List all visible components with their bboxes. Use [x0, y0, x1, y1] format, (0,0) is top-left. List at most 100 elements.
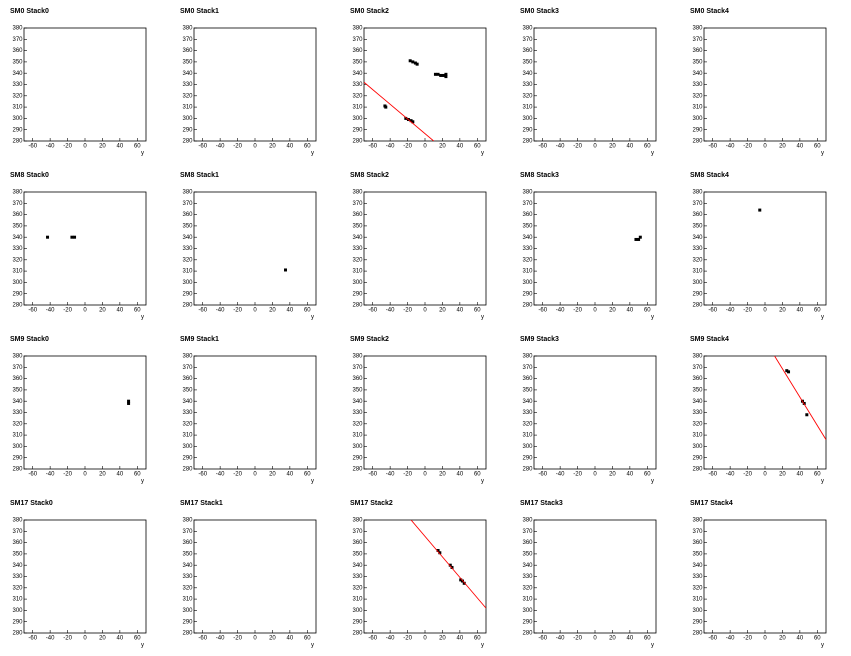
x-tick-label: 60	[304, 636, 311, 642]
y-tick-label: 300	[692, 280, 703, 286]
y-tick-label: 310	[182, 269, 193, 275]
y-tick-label: 340	[182, 235, 193, 241]
x-tick-label: 60	[304, 308, 311, 314]
y-tick-label: 300	[182, 116, 193, 122]
x-tick-label: 20	[609, 144, 616, 150]
x-tick-label: -20	[403, 472, 412, 478]
y-tick-label: 320	[692, 257, 703, 263]
x-tick-label: 20	[439, 472, 446, 478]
x-tick-label: -40	[46, 472, 55, 478]
y-tick-label: 300	[692, 444, 703, 450]
x-tick-label: -40	[46, 308, 55, 314]
y-tick-label: 320	[692, 585, 703, 591]
y-tick-label: 340	[522, 235, 533, 241]
y-tick-label: 280	[522, 467, 533, 473]
x-tick-label: -60	[198, 472, 207, 478]
y-tick-label: 360	[522, 212, 533, 218]
y-tick-label: 290	[522, 455, 533, 461]
panel: SM0 Stack4 280 290 300 310 320 330 340 350 360 370…	[690, 8, 827, 157]
point	[462, 581, 466, 585]
x-tick-label: 20	[609, 472, 616, 478]
point	[638, 235, 642, 239]
x-tick-label: 0	[763, 472, 767, 478]
y-tick-label: 310	[522, 433, 533, 439]
x-tick-label: -20	[573, 144, 582, 150]
x-tick-label: -60	[198, 308, 207, 314]
y-tick-label: 310	[182, 105, 193, 111]
plot-frame	[703, 519, 827, 634]
x-tick-label: 0	[423, 472, 427, 478]
x-tick-label: 60	[814, 636, 821, 642]
y-tick-label: 360	[182, 540, 193, 546]
y-tick-label: 360	[12, 540, 23, 546]
x-tick-label: -60	[708, 636, 717, 642]
x-tick-label: 20	[99, 144, 106, 150]
x-tick-label: -60	[368, 636, 377, 642]
y-tick-label: 380	[182, 518, 193, 524]
x-tick-label: 0	[83, 308, 87, 314]
x-tick-label: -20	[233, 144, 242, 150]
y-tick-label: 280	[12, 303, 23, 309]
x-tick-label: 40	[457, 144, 464, 150]
y-tick-label: 370	[692, 37, 703, 43]
x-tick-label: -40	[726, 472, 735, 478]
y-tick-label: 360	[692, 376, 703, 382]
panel: SM9 Stack2 280 290 300 310 320 330 340 350 360 370…	[350, 336, 487, 485]
y-tick-label: 310	[522, 105, 533, 111]
y-tick-label: 310	[12, 433, 23, 439]
y-tick-label: 350	[352, 223, 363, 229]
panel: SM9 Stack3 280 290 300 310 320 330 340 350 360 370…	[520, 336, 657, 485]
x-tick-label: -60	[28, 144, 37, 150]
x-tick-label: 20	[779, 472, 786, 478]
panel-title: SM8 Stack4	[690, 172, 729, 179]
y-tick-label: 330	[522, 574, 533, 580]
y-tick-label: 380	[522, 190, 533, 196]
panel-title: SM17 Stack2	[350, 500, 393, 507]
x-tick-label: 20	[439, 308, 446, 314]
x-tick-label: 0	[763, 144, 767, 150]
y-tick-label: 370	[692, 529, 703, 535]
y-tick-label: 370	[522, 37, 533, 43]
x-tick-label: 0	[253, 472, 257, 478]
y-tick-label: 310	[692, 433, 703, 439]
y-tick-label: 310	[352, 105, 363, 111]
y-tick-label: 380	[692, 518, 703, 524]
x-tick-label: -40	[556, 144, 565, 150]
y-tick-label: 280	[352, 139, 363, 145]
y-tick-label: 350	[692, 223, 703, 229]
y-tick-label: 340	[182, 563, 193, 569]
x-tick-label: -20	[743, 472, 752, 478]
y-tick-label: 360	[522, 540, 533, 546]
y-tick-label: 340	[352, 235, 363, 241]
x-tick-label: -40	[216, 144, 225, 150]
y-tick-label: 340	[522, 563, 533, 569]
x-tick-label: 40	[287, 636, 294, 642]
y-tick-label: 340	[182, 71, 193, 77]
point	[409, 119, 413, 123]
panel: SM0 Stack3 280 290 300 310 320 330 340 350 360 370…	[520, 8, 657, 157]
x-tick-label: 20	[269, 472, 276, 478]
panel: SM0 Stack0 280 290 300 310 320 330 340 350 360 370…	[10, 8, 147, 157]
x-tick-label: -40	[726, 636, 735, 642]
y-tick-label: 380	[182, 190, 193, 196]
y-tick-label: 280	[352, 303, 363, 309]
y-tick-label: 350	[352, 387, 363, 393]
x-tick-label: -20	[233, 636, 242, 642]
plot-frame	[363, 355, 487, 470]
y-tick-label: 360	[522, 376, 533, 382]
point	[73, 235, 77, 239]
y-tick-label: 380	[692, 354, 703, 360]
y-tick-label: 370	[522, 365, 533, 371]
y-tick-label: 290	[692, 455, 703, 461]
x-tick-label: 40	[117, 308, 124, 314]
y-tick-label: 340	[12, 399, 23, 405]
y-tick-label: 290	[12, 291, 23, 297]
y-tick-label: 350	[12, 223, 23, 229]
y-tick-label: 320	[12, 93, 23, 99]
y-tick-label: 320	[182, 93, 193, 99]
y-tick-label: 320	[12, 585, 23, 591]
plot-area	[634, 235, 642, 241]
y-tick-label: 330	[182, 410, 193, 416]
x-tick-label: -60	[198, 636, 207, 642]
y-tick-label: 280	[182, 303, 193, 309]
